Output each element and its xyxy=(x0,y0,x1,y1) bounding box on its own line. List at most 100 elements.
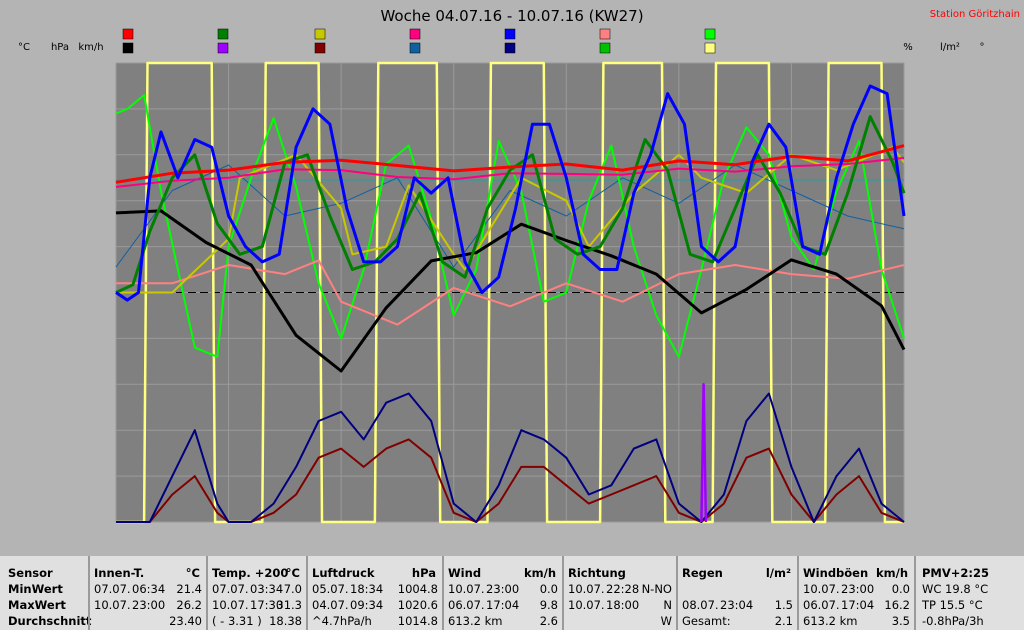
stats-column: Temp. +200 °C 07.07. 03:34 7.0 10.07. 17:30 31.… xyxy=(206,556,306,630)
legend-swatch xyxy=(314,42,326,54)
legend-swatch xyxy=(599,28,611,40)
row-label-sensor: Sensor xyxy=(8,566,53,580)
max-time: 23:00 xyxy=(132,598,166,612)
legend-swatch xyxy=(504,42,516,54)
pmv-column: PMV+2:25 WC 19.8 °C TP 15.5 °C -0.8hPa/3h xyxy=(914,556,1024,630)
max-date: 10.07. xyxy=(568,598,605,612)
avg-note: Gesamt: xyxy=(682,614,731,628)
max-time: 18:00 xyxy=(606,598,640,612)
stats-column-title: Richtung xyxy=(568,566,626,580)
max-time: 17:30 xyxy=(250,598,284,612)
series-line-regen xyxy=(700,383,708,523)
stats-column-title: Temp. +200 xyxy=(212,566,289,580)
max-date: 10.07. xyxy=(94,598,131,612)
pmv-dewpoint: TP 15.5 °C xyxy=(922,598,983,612)
stats-column: Luftdruck hPa 05.07. 18:34 1004.8 04.07. 09:34… xyxy=(306,556,442,630)
stats-column-unit: l/m² xyxy=(765,566,791,580)
chart-title: Woche 04.07.16 - 10.07.16 (KW27) xyxy=(380,7,643,25)
max-date: 06.07. xyxy=(803,598,840,612)
max-date: 06.07. xyxy=(448,598,485,612)
min-value: 0.0 xyxy=(539,582,558,596)
avg-value: 2.6 xyxy=(539,614,558,628)
avg-value: 3.5 xyxy=(891,614,910,628)
avg-value: 2.1 xyxy=(774,614,793,628)
min-time: 22:28 xyxy=(606,582,640,596)
stats-column: Richtung 10.07. 22:28 N-NO 10.07. 18:00 N W xyxy=(562,556,676,630)
min-date: 10.07. xyxy=(448,582,485,596)
min-value: 1004.8 xyxy=(397,582,438,596)
legend-swatch xyxy=(704,28,716,40)
series-lines xyxy=(115,61,906,524)
min-value: 21.4 xyxy=(176,582,202,596)
min-date: 05.07. xyxy=(312,582,349,596)
legend-swatch xyxy=(217,28,229,40)
stats-column: Wind km/h 10.07. 23:00 0.0 06.07. 17:04 9.8 613.… xyxy=(442,556,562,630)
stats-column-title: Innen-T. xyxy=(94,566,145,580)
axis-units: °C hPa km/h % l/m² ° xyxy=(18,42,984,53)
stats-column: Innen-T. °C 07.07. 06:34 21.4 10.07. 23:00 26.2… xyxy=(88,556,206,630)
avg-value: 18.38 xyxy=(269,614,302,628)
series-line-innen-t- xyxy=(115,144,905,184)
avg-note: 613.2 km xyxy=(803,614,858,628)
legend xyxy=(122,28,716,54)
stats-column: Regen l/m² 08.07. 23:04 1.5 Gesamt: 2.1 xyxy=(676,556,797,630)
max-value: 16.2 xyxy=(884,598,910,612)
weather-chart: Woche 04.07.16 - 10.07.16 (KW27) Station… xyxy=(18,7,1020,524)
max-value: N xyxy=(663,598,672,612)
max-date: 10.07. xyxy=(212,598,249,612)
min-date: 10.07. xyxy=(568,582,605,596)
stats-column-title: Windböen xyxy=(803,566,869,580)
min-date: 07.07. xyxy=(94,582,131,596)
min-date: 07.07. xyxy=(212,582,249,596)
series-line-temp-5 xyxy=(115,156,905,188)
wind-unit: km/h xyxy=(78,42,103,53)
series-line-luftfeuchte-innen xyxy=(116,259,905,326)
stats-column-title: Luftdruck xyxy=(312,566,375,580)
pmv-pressure-trend: -0.8hPa/3h xyxy=(922,614,984,628)
stats-column-unit: °C xyxy=(285,566,300,580)
legend-swatch xyxy=(122,42,134,54)
avg-value: W xyxy=(660,614,672,628)
legend-swatch xyxy=(314,28,326,40)
humidity-unit: % xyxy=(903,42,913,53)
stats-column-unit: km/h xyxy=(876,566,909,580)
pressure-unit: hPa xyxy=(51,42,69,53)
series-line-feuchte-a- xyxy=(115,94,905,358)
min-value: N-NO xyxy=(641,582,672,596)
pmv-windchill: WC 19.8 °C xyxy=(922,582,989,596)
min-date: 10.07. xyxy=(803,582,840,596)
min-time: 23:00 xyxy=(841,582,875,596)
max-time: 23:04 xyxy=(720,598,754,612)
legend-swatch xyxy=(122,28,134,40)
max-time: 17:04 xyxy=(486,598,520,612)
avg-value: 1014.8 xyxy=(397,614,438,628)
min-value: 7.0 xyxy=(283,582,302,596)
legend-swatch xyxy=(599,42,611,54)
series-line-luftdruck xyxy=(115,209,906,373)
avg-note: ^4.7hPa/h xyxy=(312,614,372,628)
max-date: 08.07. xyxy=(682,598,719,612)
pmv-title: PMV+2:25 xyxy=(922,566,990,580)
max-time: 17:04 xyxy=(841,598,875,612)
min-value: 0.0 xyxy=(891,582,910,596)
min-time: 18:34 xyxy=(350,582,384,596)
max-value: 1.5 xyxy=(774,598,793,612)
stats-column-unit: km/h xyxy=(524,566,557,580)
min-time: 23:00 xyxy=(486,582,520,596)
series-line-windb-en xyxy=(116,392,905,523)
legend-swatch xyxy=(409,28,421,40)
series-line-windchill-x xyxy=(115,84,906,302)
legend-swatch xyxy=(704,42,716,54)
stats-column-unit: °C xyxy=(185,566,200,580)
max-value: 1020.6 xyxy=(397,598,438,612)
avg-note: ( - 3.31 ) xyxy=(212,614,262,628)
min-time: 06:34 xyxy=(132,582,166,596)
stats-column-title: Regen xyxy=(682,566,723,580)
max-date: 04.07. xyxy=(312,598,349,612)
row-label-min: MinWert xyxy=(8,582,63,596)
station-label: Station Göritzhain xyxy=(930,9,1020,20)
avg-note: 613.2 km xyxy=(448,614,503,628)
min-time: 03:34 xyxy=(250,582,284,596)
max-value: 9.8 xyxy=(539,598,558,612)
stats-column-unit: hPa xyxy=(411,566,436,580)
